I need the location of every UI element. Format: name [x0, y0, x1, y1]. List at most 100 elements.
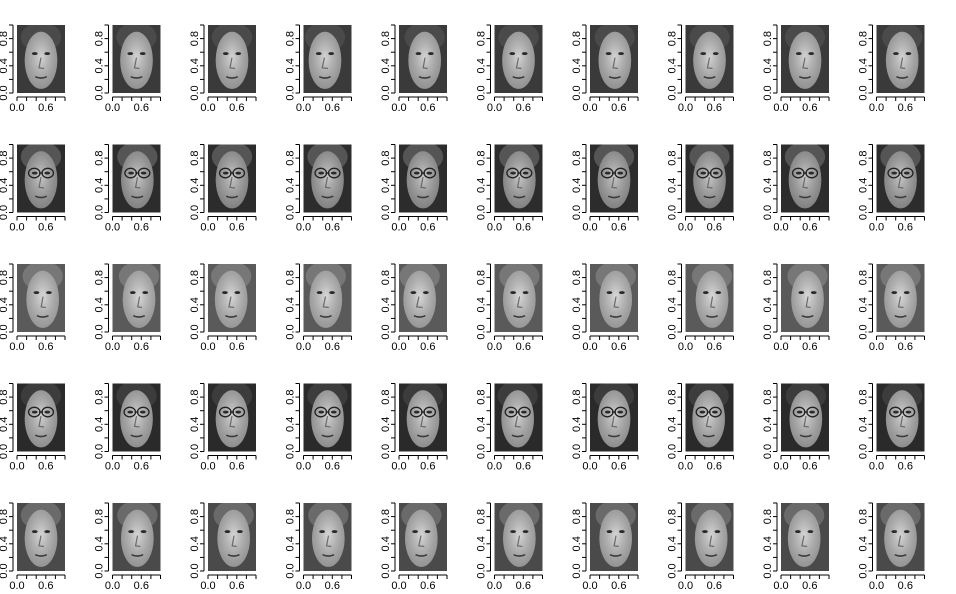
axes: 0.0 0.6 0.0 0.4 0.8	[94, 24, 161, 114]
face-image	[590, 25, 638, 93]
left-eye	[702, 530, 708, 534]
right-eye	[714, 530, 721, 534]
y-tick-label: 0.8	[762, 31, 774, 46]
axes: 0.0 0.6 0.0 0.4 0.8	[0, 383, 66, 473]
y-tick-label: 0.4	[858, 417, 870, 432]
mouth	[801, 314, 814, 318]
face-image	[590, 144, 638, 213]
y-tick-label: 0.8	[476, 150, 488, 165]
right-eye	[810, 291, 817, 295]
y-tick-label: 0.0	[762, 563, 774, 578]
y-tick-label: 0.4	[667, 178, 679, 193]
left-eye	[412, 530, 418, 534]
x-tick-label: 0.0	[200, 341, 215, 353]
x-tick-label: 0.0	[296, 580, 311, 592]
y-tick-label: 0.0	[285, 324, 297, 339]
x-tick-label: 0.0	[9, 341, 24, 353]
right-eye	[142, 291, 149, 295]
y-tick-label: 0.4	[380, 417, 392, 432]
left-eye	[316, 291, 323, 295]
x-tick-label: 0.0	[487, 341, 502, 353]
axes: 0.0 0.6 0.0 0.4 0.8	[858, 144, 925, 234]
face-image	[17, 503, 65, 571]
y-tick-label: 0.8	[858, 509, 870, 524]
mouth	[705, 314, 719, 318]
panel-r5-c6: 0.0 0.6 0.0 0.4 0.8	[476, 502, 543, 592]
x-tick-label: 0.6	[516, 580, 531, 592]
x-tick-label: 0.6	[707, 580, 722, 592]
left-eye	[31, 52, 38, 56]
x-tick-label: 0.0	[678, 580, 693, 592]
axes: 0.0 0.6 0.0 0.4 0.8	[380, 24, 448, 114]
y-tick-label: 0.0	[94, 85, 106, 100]
mouth	[131, 195, 144, 199]
left-eye	[128, 530, 134, 534]
panel-r1-c5: 0.0 0.6 0.0 0.4 0.8	[380, 24, 448, 114]
nose	[324, 415, 331, 428]
panel-r1-c7: 0.0 0.6 0.0 0.4 0.8	[571, 24, 639, 114]
axes: 0.0 0.6 0.0 0.4 0.8	[667, 24, 734, 114]
right-eye	[903, 291, 910, 295]
right-eye	[808, 171, 815, 175]
y-tick-label: 0.0	[380, 85, 392, 100]
mouth	[798, 195, 812, 199]
x-tick-label: 0.6	[611, 341, 626, 353]
y-tick-label: 0.4	[476, 58, 488, 73]
left-eye	[127, 52, 134, 56]
y-tick-label: 0.0	[476, 205, 488, 220]
axes: 0.0 0.6 0.0 0.4 0.8	[285, 144, 352, 234]
y-tick-label: 0.4	[189, 536, 201, 551]
face-image	[303, 25, 352, 93]
axes: 0.0 0.6 0.0 0.4 0.8	[476, 263, 543, 353]
x-tick-label: 0.0	[9, 461, 24, 473]
axes: 0.0 0.6 0.0 0.4 0.8	[762, 383, 830, 473]
y-tick-label: 0.8	[380, 31, 392, 46]
y-tick-label: 0.8	[762, 509, 774, 524]
y-tick-label: 0.8	[571, 270, 583, 285]
nose	[516, 296, 523, 309]
x-tick-label: 0.0	[487, 461, 502, 473]
panel-r4-c1: 0.0 0.6 0.0 0.4 0.8	[0, 383, 66, 473]
left-eye	[509, 52, 516, 56]
nose	[324, 176, 331, 189]
x-tick-label: 0.0	[773, 580, 788, 592]
axes: 0.0 0.6 0.0 0.4 0.8	[571, 263, 639, 353]
y-tick-label: 0.0	[0, 444, 10, 459]
panel-r3-c7: 0.0 0.6 0.0 0.4 0.8	[571, 263, 639, 353]
mouth	[894, 553, 907, 557]
x-tick-label: 0.6	[325, 222, 340, 234]
y-tick-label: 0.4	[0, 178, 10, 193]
y-tick-label: 0.0	[667, 563, 679, 578]
y-tick-label: 0.4	[285, 178, 297, 193]
x-tick-label: 0.0	[391, 102, 406, 114]
x-tick-label: 0.0	[391, 222, 406, 234]
y-tick-label: 0.4	[0, 536, 10, 551]
mouth	[703, 195, 716, 199]
y-tick-label: 0.4	[858, 536, 870, 551]
axes: 0.0 0.6 0.0 0.4 0.8	[189, 502, 257, 592]
axes: 0.0 0.6 0.0 0.4 0.8	[0, 502, 66, 592]
y-tick-label: 0.8	[380, 389, 392, 404]
right-eye	[237, 530, 243, 534]
right-eye	[235, 171, 242, 175]
panel-r3-c9: 0.0 0.6 0.0 0.4 0.8	[762, 263, 830, 353]
y-tick-label: 0.8	[0, 270, 10, 285]
face-image	[685, 383, 734, 452]
left-eye	[604, 410, 611, 414]
y-tick-label: 0.8	[667, 509, 679, 524]
y-tick-label: 0.0	[571, 563, 583, 578]
nose	[613, 535, 619, 548]
face-image	[399, 383, 447, 452]
x-tick-label: 0.0	[678, 222, 693, 234]
y-tick-label: 0.8	[94, 270, 106, 285]
y-tick-label: 0.8	[858, 31, 870, 46]
panel-r4-c2: 0.0 0.6 0.0 0.4 0.8	[94, 383, 161, 473]
y-tick-label: 0.0	[571, 205, 583, 220]
mouth	[415, 553, 428, 557]
panel-r5-c4: 0.0 0.6 0.0 0.4 0.8	[285, 502, 352, 592]
panel-r4-c3: 0.0 0.6 0.0 0.4 0.8	[189, 383, 257, 473]
y-tick-label: 0.4	[476, 417, 488, 432]
nose	[705, 415, 712, 428]
y-tick-label: 0.4	[94, 297, 106, 312]
